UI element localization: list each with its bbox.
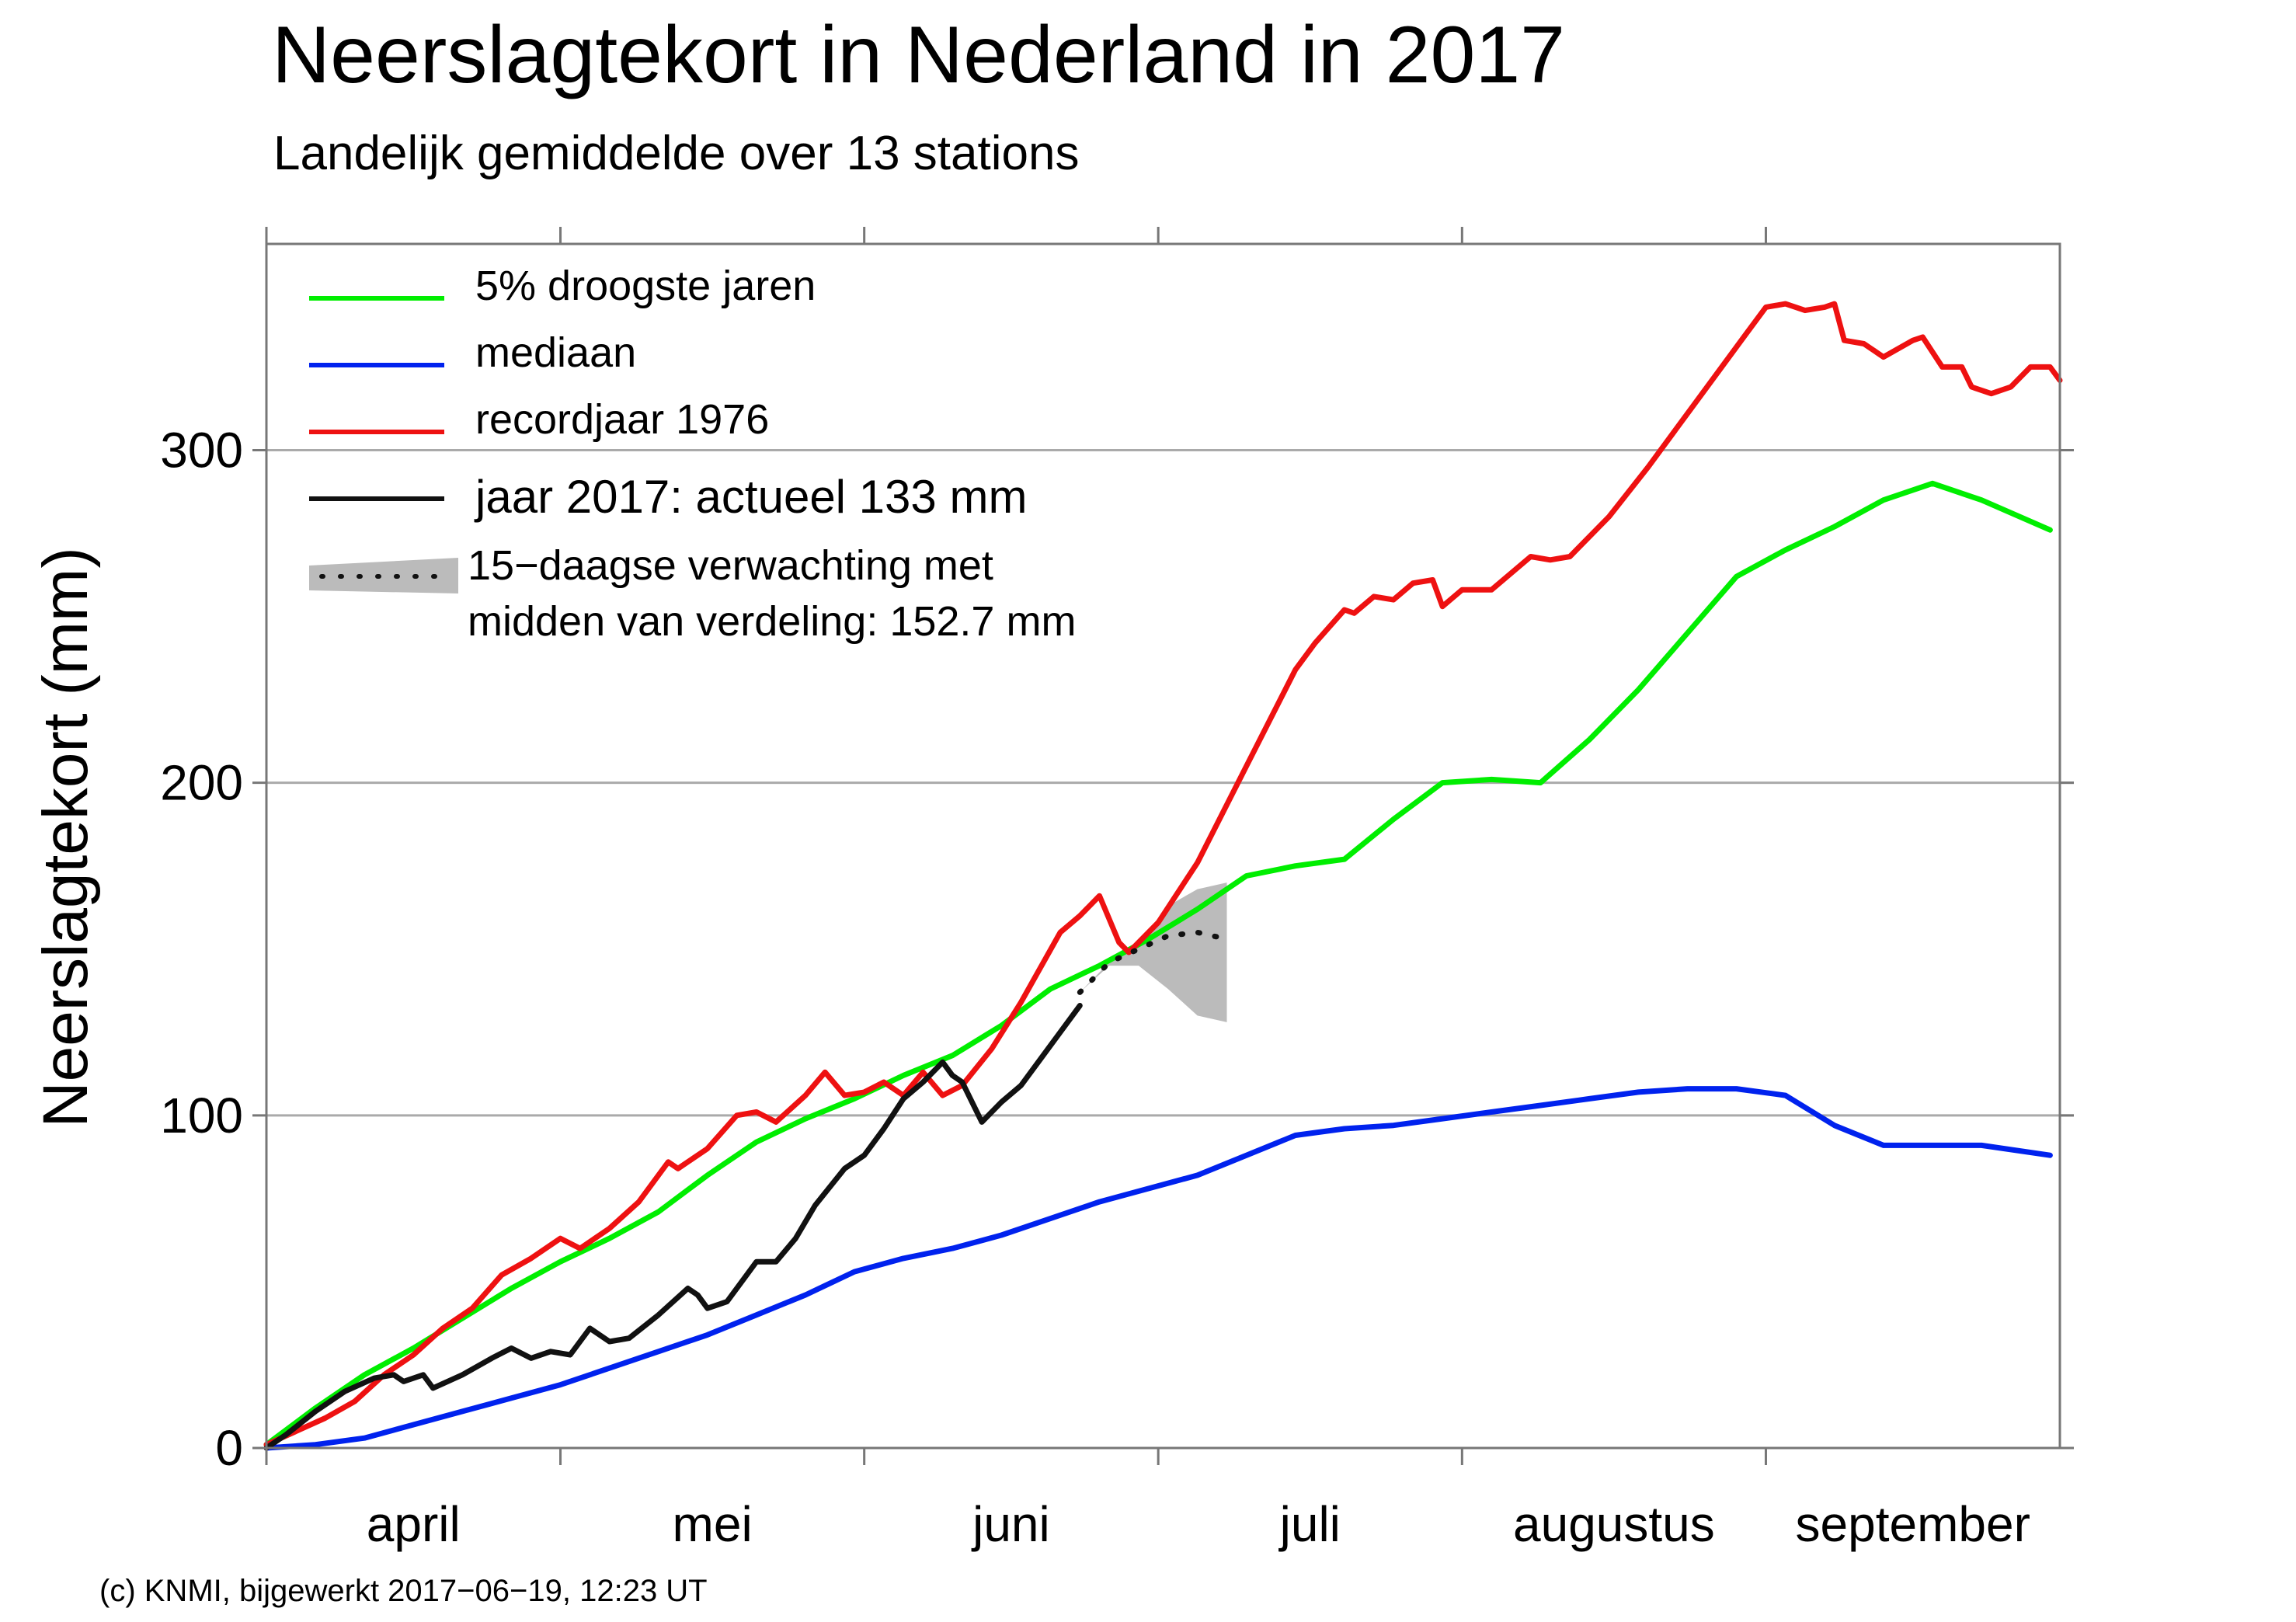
- legend-label-forecast: 15−daagse verwachting met: [468, 542, 993, 589]
- legend-swatch-forecast-band: [309, 558, 458, 593]
- legend-label-4: jaar 2017: actueel 133 mm: [474, 471, 1027, 523]
- copyright-footer: (c) KNMI, bijgewerkt 2017−06−19, 12:23 U…: [99, 1574, 708, 1608]
- legend-label-1: 5% droogste jaren: [475, 263, 816, 309]
- month-label-juli: juli: [1278, 1496, 1341, 1552]
- legend-label-forecast-median: midden van verdeling: 152.7 mm: [468, 598, 1076, 645]
- legend-background: [271, 249, 1001, 443]
- y-tick-label-100: 100: [160, 1088, 243, 1143]
- y-tick-label-200: 200: [160, 755, 243, 811]
- month-label-juni: juni: [971, 1496, 1050, 1552]
- month-label-mei: mei: [673, 1496, 753, 1552]
- legend-label-2: mediaan: [475, 329, 636, 376]
- y-axis-title: Neerslagtekort (mm): [30, 547, 101, 1127]
- y-tick-label-0: 0: [215, 1420, 243, 1476]
- series-line-3: [263, 301, 2063, 1448]
- series-line-4: [263, 1003, 1083, 1451]
- month-label-april: april: [367, 1496, 461, 1552]
- forecast-band: [1080, 882, 1227, 1022]
- chart-title: Neerslagtekort in Nederland in 2017: [272, 10, 1566, 100]
- series-layer: [263, 301, 2063, 1451]
- grid-lines: [266, 448, 2074, 1117]
- forecast-median-line: [1077, 929, 1230, 995]
- axes: 0 100 200 300 april mei juni juli augustus septem…: [160, 227, 2074, 1552]
- chart-subtitle: Landelijk gemiddelde over 13 stations: [273, 127, 1080, 180]
- forecast-band-layer: [1080, 882, 1227, 1022]
- month-label-september: september: [1796, 1496, 2030, 1552]
- y-tick-label-300: 300: [160, 422, 243, 478]
- series-line-2: [263, 1086, 2053, 1451]
- series-line-1: [263, 480, 2053, 1448]
- legend-label-3: recordjaar 1976: [475, 396, 769, 443]
- legend: 5% droogste jaren mediaan recordjaar 1976 j…: [271, 249, 1076, 645]
- month-label-augustus: augustus: [1513, 1496, 1715, 1552]
